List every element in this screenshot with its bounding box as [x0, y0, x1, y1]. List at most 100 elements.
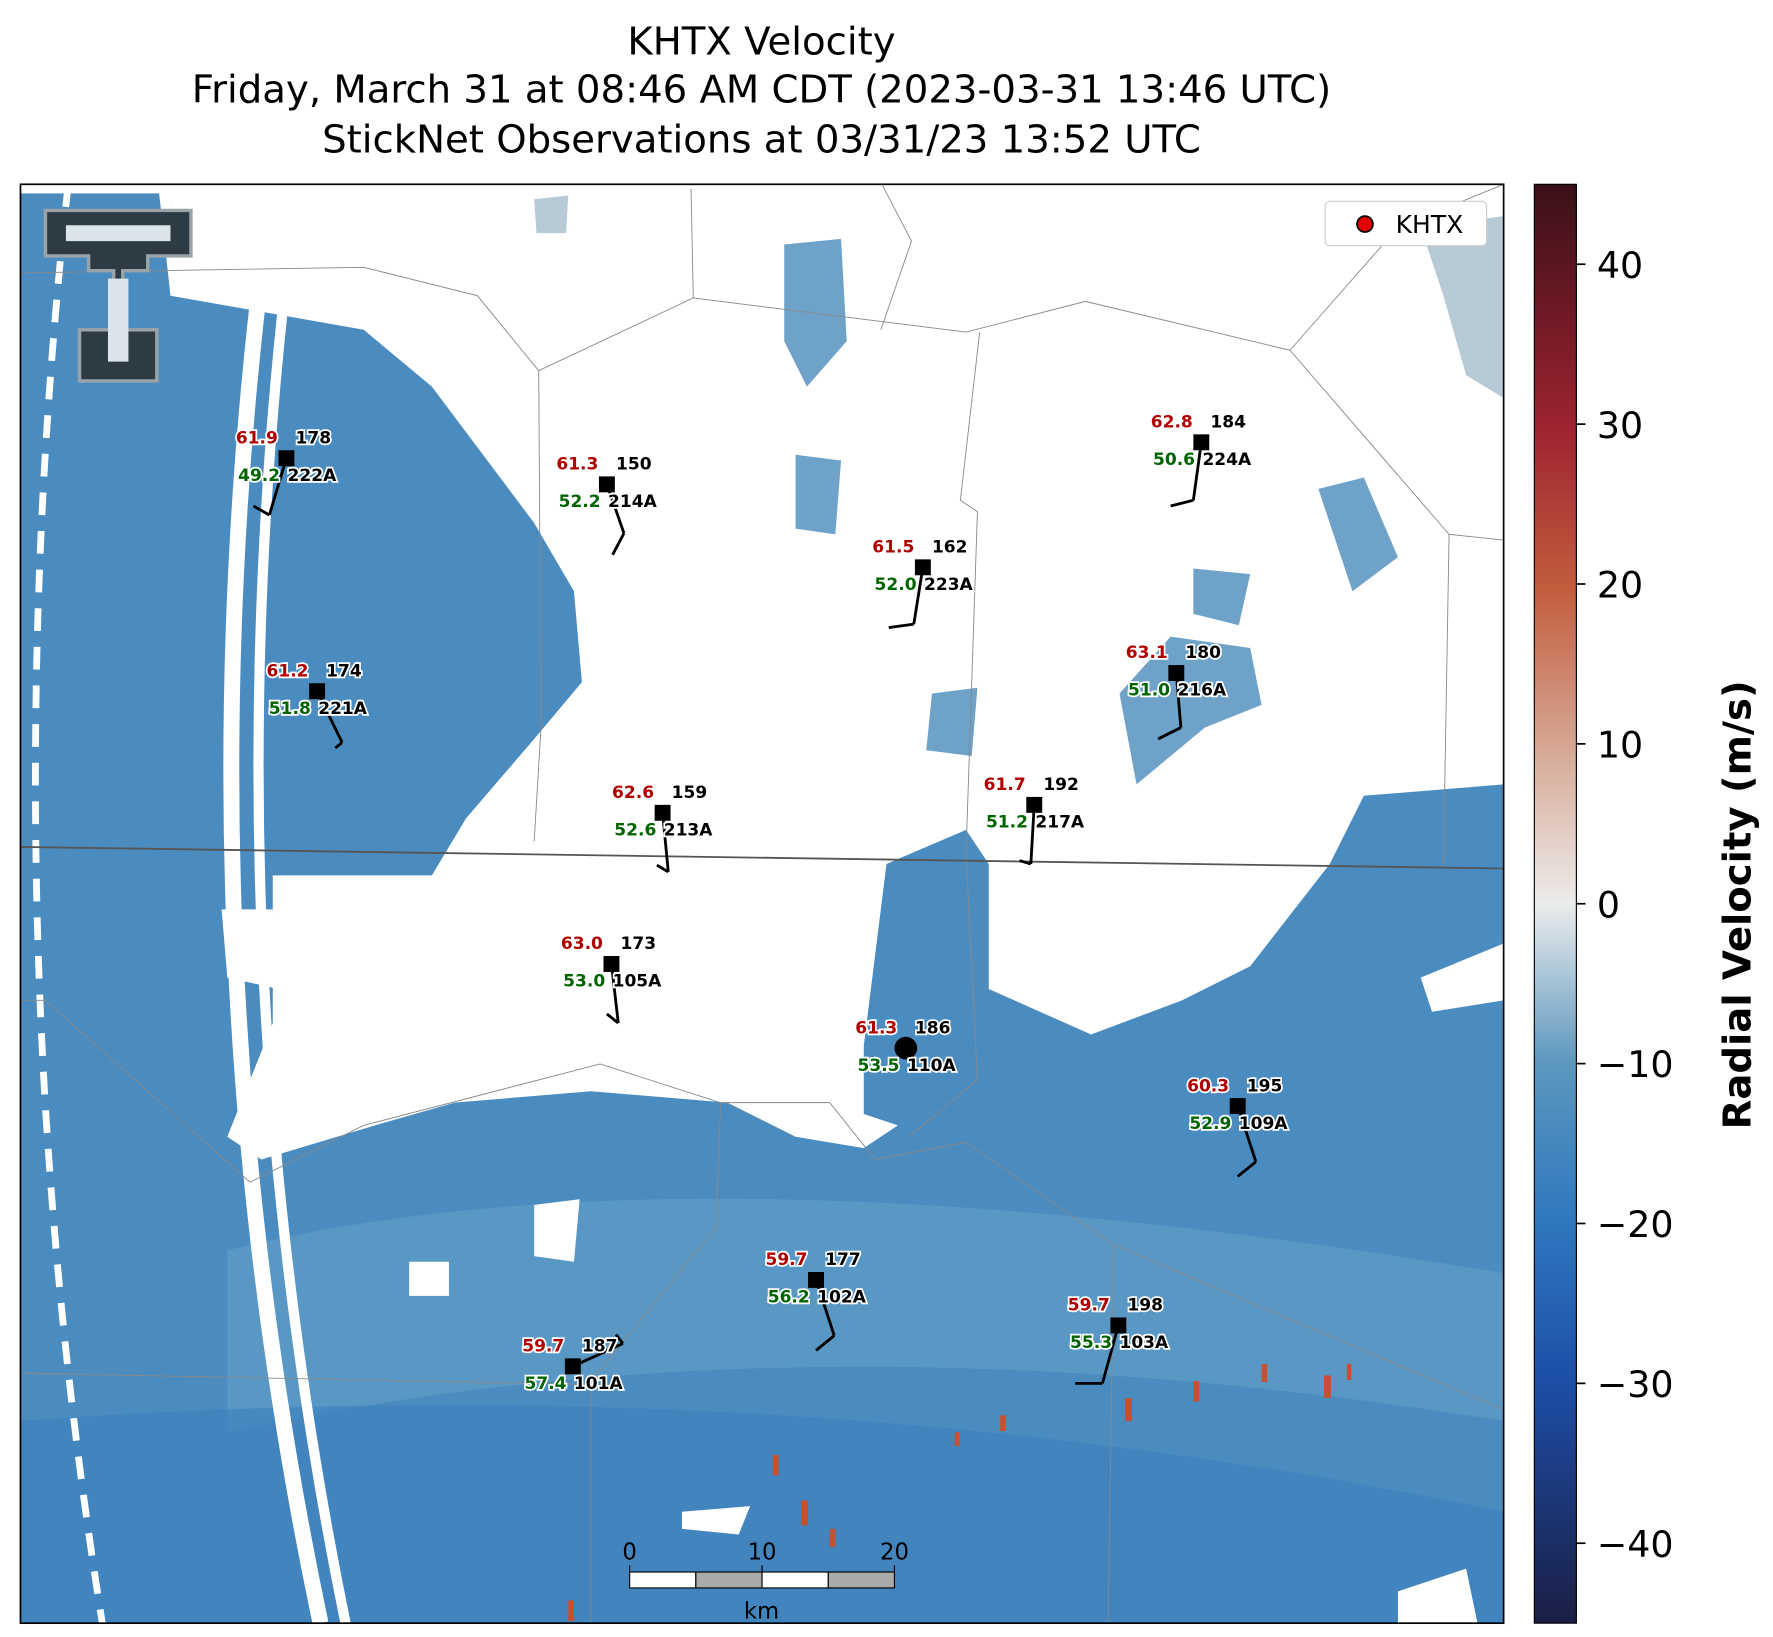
- station-marker: [1229, 1098, 1246, 1114]
- scale-tick-label: 10: [748, 1540, 777, 1566]
- title: KHTX Velocity Friday, March 31 at 08:46 …: [192, 20, 1331, 163]
- wind-barb: [1157, 726, 1182, 741]
- velocity-region: [20, 1405, 1504, 1624]
- scale-segment: [629, 1571, 697, 1589]
- station-marker: [914, 559, 931, 576]
- wind-stick: [1236, 1105, 1258, 1163]
- station: 59.7 187 57.4 101A: [521, 1333, 625, 1396]
- wind-stick: [1101, 1325, 1120, 1384]
- dewpoint: 49.2: [238, 466, 280, 486]
- station-name: 102A: [817, 1288, 867, 1308]
- station-marker: [564, 1358, 581, 1375]
- wind-stick: [315, 690, 344, 743]
- station-marker: [598, 476, 615, 493]
- scale-tick-label: 20: [880, 1540, 909, 1566]
- station: 61.2 174 51.8 221A: [265, 660, 369, 750]
- station: 63.1 180 51.0 216A: [1124, 642, 1229, 741]
- temperature: 61.3: [855, 1018, 897, 1038]
- colorbar-tick-label: 40: [1597, 244, 1643, 287]
- title-line: StickNet Observations at 03/31/23 13:52 …: [322, 117, 1201, 162]
- wind-stick: [267, 457, 288, 516]
- station: 59.7 198 55.3 103A: [1066, 1294, 1171, 1385]
- title-line: KHTX Velocity: [627, 20, 895, 65]
- dewpoint: 51.0: [1128, 681, 1170, 701]
- colorbar-tick-label: −40: [1597, 1523, 1674, 1566]
- wind-barb: [815, 1334, 836, 1352]
- station-name: 223A: [924, 575, 974, 595]
- wind-stick: [912, 567, 925, 625]
- colorbar-tick-label: −20: [1597, 1203, 1674, 1246]
- legend-box: [1324, 200, 1488, 247]
- wind-barb: [611, 532, 626, 556]
- temperature: 59.7: [1068, 1296, 1110, 1316]
- station: 61.3 186 53.5 110A: [854, 1017, 959, 1078]
- station-marker: [309, 683, 326, 700]
- colorbar: Radial Velocity (m/s) −40 −30 −20 −10 0 10 20 3…: [1533, 183, 1760, 1624]
- station-marker: [603, 956, 620, 972]
- station-name: 221A: [318, 699, 368, 719]
- station-id: 184: [1210, 413, 1246, 433]
- temperature: 61.2: [267, 661, 309, 681]
- legend-marker: [1356, 215, 1374, 233]
- temperature: 61.9: [236, 428, 278, 448]
- title-line: Friday, March 31 at 08:46 AM CDT (2023-0…: [192, 67, 1331, 112]
- station-marker: [278, 450, 295, 467]
- wind-stick: [572, 1342, 624, 1368]
- stations: 61.9 178 49.2 222A 61.3 150 52.2 214A 61.5 162 52.…: [234, 411, 1290, 1396]
- wind-barb: [888, 622, 914, 629]
- colorbar-label: Radial Velocity (m/s): [1715, 680, 1760, 1129]
- colorbar-tick-label: 0: [1597, 883, 1620, 926]
- dewpoint: 56.2: [768, 1288, 810, 1308]
- radar-field: [20, 184, 1504, 1624]
- station-id: 173: [621, 934, 657, 954]
- temperature: 59.7: [522, 1337, 564, 1357]
- station-id: 150: [616, 455, 652, 475]
- wind-barb: [614, 1333, 624, 1345]
- station-marker: [1110, 1317, 1127, 1334]
- state-line: [20, 846, 1504, 870]
- dewpoint: 53.5: [858, 1056, 900, 1076]
- station: 63.0 173 53.0 105A: [559, 932, 664, 1025]
- station: 61.3 150 52.2 214A: [555, 453, 659, 556]
- legend-label: KHTX: [1396, 210, 1464, 239]
- range-gap: [223, 184, 329, 1624]
- dewpoint: 57.4: [525, 1374, 567, 1394]
- station-name: 105A: [613, 972, 663, 992]
- legend: KHTX: [1324, 200, 1488, 247]
- colorbar-tick-label: 20: [1597, 564, 1643, 607]
- station: 61.9 178 49.2 222A: [234, 427, 339, 517]
- range-gap: [253, 184, 351, 1624]
- scale-bar: km 0 10 20: [622, 1540, 909, 1625]
- colorbar-tick-label: −30: [1597, 1363, 1674, 1406]
- dewpoint: 52.0: [875, 575, 917, 595]
- station-id: 187: [582, 1337, 618, 1357]
- scale-segment: [695, 1571, 763, 1589]
- station: 62.6 159 52.6 213A: [610, 781, 715, 874]
- temperature: 61.3: [556, 455, 598, 475]
- temperature: 62.8: [1151, 413, 1193, 433]
- wind-stick: [1029, 804, 1036, 865]
- colorbar-ramp: [1533, 183, 1577, 1624]
- station-id: 192: [1043, 775, 1079, 795]
- temperature: 62.6: [612, 783, 654, 803]
- colorbar-tick-label: −10: [1597, 1043, 1674, 1086]
- velocity-patch: [784, 238, 1398, 785]
- station-id: 162: [932, 538, 968, 558]
- dewpoint: 53.0: [563, 972, 605, 992]
- wind-barb: [656, 863, 670, 874]
- wind-barb: [1236, 1160, 1257, 1178]
- station-name: 214A: [608, 492, 658, 512]
- station-id: 177: [825, 1250, 861, 1270]
- station: 61.5 162 52.0 223A: [871, 536, 975, 629]
- wind-barb: [1170, 498, 1194, 508]
- station-id: 195: [1247, 1076, 1283, 1096]
- wind-stick: [1191, 442, 1203, 501]
- station-id: 198: [1127, 1296, 1163, 1316]
- temperature: 59.7: [765, 1250, 807, 1270]
- map-frame: [19, 183, 1505, 1625]
- dewpoint: 51.8: [269, 699, 311, 719]
- colorbar-tick-label: 30: [1597, 404, 1643, 447]
- wind-stick: [814, 1279, 836, 1337]
- station-id: 174: [326, 661, 362, 681]
